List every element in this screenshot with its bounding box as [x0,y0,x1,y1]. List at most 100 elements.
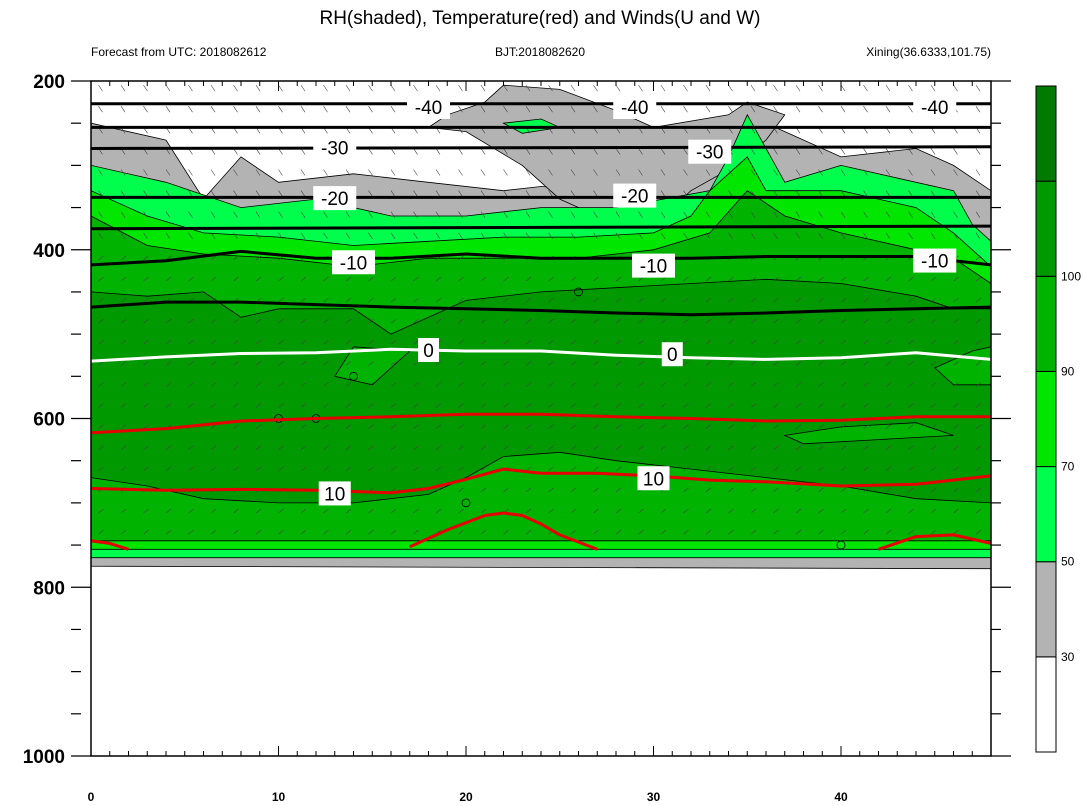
wind-barb [728,276,734,282]
wind-barb [165,84,171,92]
wind-barb [480,340,487,345]
wind-barb [143,424,149,429]
wind-barb [503,106,508,113]
wind-barb [930,508,937,514]
wind-barb [233,318,239,324]
wind-barb [458,424,464,429]
wind-barb [728,382,734,387]
wind-barb [615,361,622,366]
wind-barb [863,340,869,345]
wind-barb [795,84,801,92]
wind-barb [458,255,464,261]
wind-barb [255,529,262,535]
wind-barb [683,445,689,450]
wind-barb [165,382,172,387]
wind-barb [570,190,576,197]
wind-barb [863,106,868,113]
wind-barb [705,529,712,535]
wind-barb [503,340,509,345]
bjt-time-label: BJT:2018082620 [495,45,585,59]
wind-barb [840,382,847,387]
wind-barb [728,361,734,366]
contour-label-box [318,481,351,506]
wind-barb [818,148,823,155]
wind-barb [143,276,149,282]
wind-barb [458,148,463,155]
wind-barb [458,318,464,324]
wind-barb [930,466,937,472]
wind-barb [750,445,757,450]
wind-barb [705,84,711,92]
wind-barb [368,508,374,514]
wind-barb [345,361,352,366]
contour-label: -20 [313,186,357,211]
wind-barb [390,382,397,387]
colorbar-label: 70 [1061,460,1075,474]
wind-barb [750,148,756,155]
wind-barb [255,106,261,113]
wind-barb [705,276,712,282]
wind-barb [818,297,824,303]
wind-barb [953,403,959,408]
wind-barb [390,169,396,176]
wind-barb [503,148,508,155]
wind-barb [233,445,239,450]
wind-barb [188,340,194,345]
wind-barb [975,190,981,197]
wind-barb [210,318,217,324]
wind-barb [210,466,217,472]
wind-barb [98,403,104,408]
wind-barb [840,529,847,535]
wind-barb [795,487,802,493]
wind-barb [840,508,847,514]
wind-barb [503,84,508,92]
wind-barb [548,466,554,472]
wind-barb [750,403,757,408]
wind-barb [750,318,757,324]
wind-barb [885,340,892,345]
wind-barb [345,232,351,239]
wind-barb [120,340,127,345]
wind-barb [458,297,464,303]
wind-barb [165,445,172,450]
wind-barb [233,361,239,366]
wind-barb [255,466,262,472]
rh-region-c90 [934,346,991,386]
wind-barb [210,340,217,345]
temperature-contour--10 [91,300,991,317]
temperature-contour--20 [91,224,991,231]
wind-barb [300,190,306,197]
wind-barb [368,403,374,408]
contour-label-text: 0 [423,341,434,362]
wind-barb [255,424,262,429]
wind-barb [728,466,734,472]
wind-barb [233,403,239,408]
wind-barb [795,403,802,408]
wind-barb [908,211,913,218]
wind-barb [255,190,261,197]
x-tick-label: 20 [459,790,473,804]
wind-barb [908,169,913,176]
wind-barb [953,169,958,176]
wind-barb [570,148,576,155]
wind-barb [683,190,688,197]
wind-barb [975,508,982,514]
wind-barb [435,361,442,366]
wind-barb [120,84,126,92]
wind-barb [795,361,802,366]
wind-barb [143,106,148,113]
wind-barb [548,211,553,218]
wind-barb [975,232,981,239]
wind-barb [435,148,441,155]
contour-label-text: -20 [321,189,348,210]
wind-barb [278,297,284,303]
wind-barb [773,487,779,493]
wind-barb [683,84,688,92]
wind-barb [188,211,193,218]
colorbar-swatch [1035,275,1057,372]
wind-barb [953,424,959,429]
wind-barb [818,508,824,514]
wind-barb [728,318,734,324]
wind-barb [480,190,486,197]
wind-barb [278,169,283,176]
